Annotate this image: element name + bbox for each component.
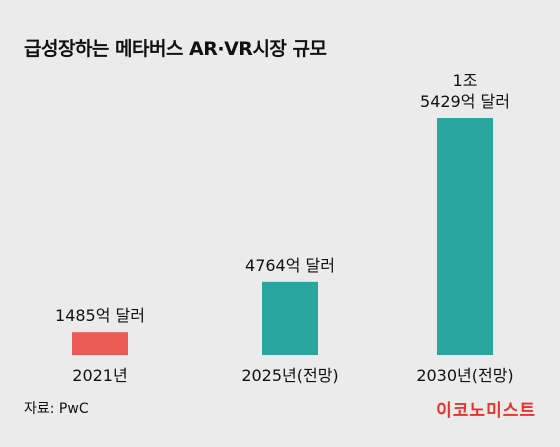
bars-group xyxy=(72,118,493,355)
category-label-2: 2030년(전망) xyxy=(416,366,513,385)
value-label-2-1: 5429억 달러 xyxy=(420,92,510,111)
value-label-0-0: 1485억 달러 xyxy=(55,306,145,325)
value-labels-group: 1485억 달러 4764억 달러 1조 5429억 달러 xyxy=(55,71,510,325)
bar-1 xyxy=(262,281,318,355)
category-label-0: 2021년 xyxy=(72,366,127,385)
bar-0 xyxy=(72,332,128,355)
chart-title: 급성장하는 메타버스 AR·VR시장 규모 xyxy=(24,38,327,60)
value-label-1-0: 4764억 달러 xyxy=(245,256,335,275)
brand-logo: 이코노미스트 xyxy=(436,401,536,421)
category-label-1: 2025년(전망) xyxy=(241,366,338,385)
value-label-2-0: 1조 xyxy=(453,71,478,90)
source-note: 자료: PwC xyxy=(24,401,89,417)
category-labels-group: 2021년 2025년(전망) 2030년(전망) xyxy=(72,366,513,385)
bar-2 xyxy=(437,118,493,355)
